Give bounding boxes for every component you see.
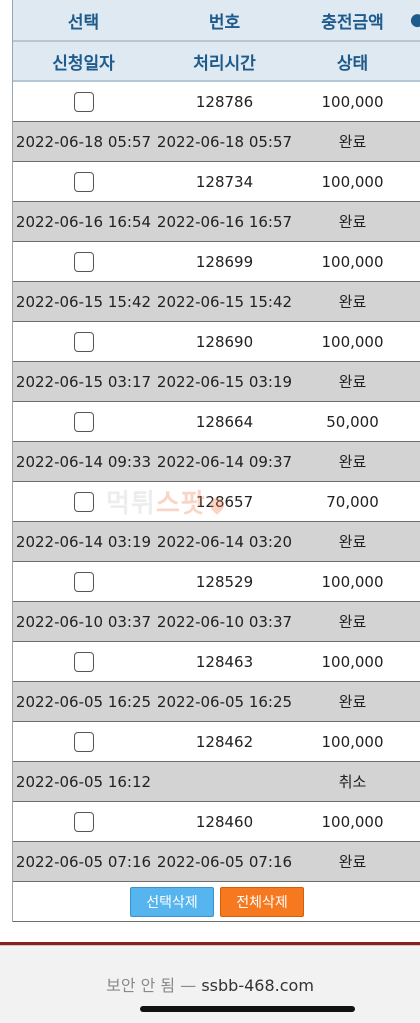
row-select-checkbox[interactable]: [73, 811, 94, 832]
col-header-request-date: 신청일자: [52, 53, 115, 74]
row-select-checkbox[interactable]: [73, 571, 94, 592]
cell-request-date: 2022-06-18 05:57: [15, 132, 152, 151]
table-row: 128460 100,000: [13, 802, 420, 842]
cell-request-date: 2022-06-05 16:25: [15, 692, 152, 711]
cell-request-date: 2022-06-16 16:54: [15, 212, 152, 231]
table-body: 128786 100,000 2022-06-18 05:57 2022-06-18 …: [13, 82, 420, 882]
col-header-status: 상태: [336, 53, 369, 74]
table-row: 128786 100,000: [13, 82, 420, 122]
browser-address-bar[interactable]: 보안 안 됨 — ssbb-468.com: [0, 945, 420, 1023]
cell-number: 128529: [195, 572, 254, 591]
cell-processed-time: 2022-06-05 07:16: [156, 852, 293, 871]
cell-amount: 100,000: [321, 732, 384, 751]
table-row: 128657 70,000: [13, 482, 420, 522]
charge-history-table: 선택 번호 충전금액 ● 신청일자 처리시간 상태 128786 100,000 2…: [12, 0, 420, 922]
cell-processed-time: 2022-06-10 03:37: [156, 612, 293, 631]
cell-processed-time: 2022-06-05 16:25: [156, 692, 293, 711]
cell-amount: 100,000: [321, 572, 384, 591]
security-label: 보안 안 됨: [106, 976, 176, 995]
table-row-detail: 2022-06-05 16:12 취소: [13, 762, 420, 802]
cell-request-date: 2022-06-10 03:37: [15, 612, 152, 631]
cell-processed-time: 2022-06-18 05:57: [156, 132, 293, 151]
cell-status: 완료: [338, 853, 367, 871]
page-bottom-divider: [0, 942, 420, 945]
cell-number: 128734: [195, 172, 254, 191]
table-row: 128690 100,000: [13, 322, 420, 362]
cell-status: 취소: [338, 773, 367, 791]
cell-request-date: 2022-06-14 09:33: [15, 452, 152, 471]
cell-amount: 100,000: [321, 92, 384, 111]
cell-status: 완료: [338, 613, 367, 631]
table-row-detail: 2022-06-16 16:54 2022-06-16 16:57 완료: [13, 202, 420, 242]
cell-processed-time: 2022-06-14 09:37: [156, 452, 293, 471]
cell-status: 완료: [338, 533, 367, 551]
cell-request-date: 2022-06-05 07:16: [15, 852, 152, 871]
cell-processed-time: 2022-06-15 03:19: [156, 372, 293, 391]
cell-number: 128463: [195, 652, 254, 671]
cell-status: 완료: [338, 453, 367, 471]
delete-selected-button[interactable]: 선택삭제: [130, 886, 214, 917]
cell-amount: 100,000: [321, 172, 384, 191]
table-row-detail: 2022-06-15 03:17 2022-06-15 03:19 완료: [13, 362, 420, 402]
col-header-overflow: ●: [410, 10, 420, 30]
action-bar: 선택삭제 전체삭제: [13, 882, 420, 922]
cell-request-date: 2022-06-14 03:19: [15, 532, 152, 551]
table-row-detail: 2022-06-05 16:25 2022-06-05 16:25 완료: [13, 682, 420, 722]
cell-amount: 100,000: [321, 812, 384, 831]
row-select-checkbox[interactable]: [73, 91, 94, 112]
table-header-row-2: 신청일자 처리시간 상태: [13, 42, 420, 82]
col-header-processed-time: 처리시간: [193, 53, 256, 74]
col-header-select: 선택: [67, 12, 100, 33]
cell-amount: 100,000: [321, 652, 384, 671]
cell-status: 완료: [338, 133, 367, 151]
cell-status: 완료: [338, 693, 367, 711]
row-select-checkbox[interactable]: [73, 731, 94, 752]
table-row: 128699 100,000: [13, 242, 420, 282]
cell-number: 128699: [195, 252, 254, 271]
cell-amount: 100,000: [321, 252, 384, 271]
cell-processed-time: 2022-06-14 03:20: [156, 532, 293, 551]
cell-number: 128460: [195, 812, 254, 831]
row-select-checkbox[interactable]: [73, 251, 94, 272]
table-row: 128664 50,000: [13, 402, 420, 442]
table-row-detail: 2022-06-10 03:37 2022-06-10 03:37 완료: [13, 602, 420, 642]
cell-request-date: 2022-06-15 03:17: [15, 372, 152, 391]
table-row-detail: 2022-06-18 05:57 2022-06-18 05:57 완료: [13, 122, 420, 162]
cell-number: 128462: [195, 732, 254, 751]
col-header-amount: 충전금액: [321, 12, 384, 33]
row-select-checkbox[interactable]: [73, 411, 94, 432]
row-select-checkbox[interactable]: [73, 491, 94, 512]
cell-number: 128690: [195, 332, 254, 351]
cell-status: 완료: [338, 213, 367, 231]
home-indicator[interactable]: [140, 1006, 355, 1012]
table-header-row-1: 선택 번호 충전금액 ●: [13, 0, 420, 42]
cell-status: 완료: [338, 373, 367, 391]
cell-number: 128786: [195, 92, 254, 111]
cell-amount: 100,000: [321, 332, 384, 351]
cell-request-date: 2022-06-05 16:12: [15, 772, 152, 791]
cell-amount: 70,000: [326, 492, 379, 511]
table-row-detail: 2022-06-15 15:42 2022-06-15 15:42 완료: [13, 282, 420, 322]
cell-processed-time: 2022-06-16 16:57: [156, 212, 293, 231]
table-row-detail: 2022-06-05 07:16 2022-06-05 07:16 완료: [13, 842, 420, 882]
table-row: 128734 100,000: [13, 162, 420, 202]
table-row: 128529 100,000: [13, 562, 420, 602]
cell-processed-time: 2022-06-15 15:42: [156, 292, 293, 311]
table-row: 128462 100,000: [13, 722, 420, 762]
cell-request-date: 2022-06-15 15:42: [15, 292, 152, 311]
col-header-number: 번호: [208, 12, 241, 33]
table-row-detail: 2022-06-14 09:33 2022-06-14 09:37 완료: [13, 442, 420, 482]
url-text: ssbb-468.com: [201, 976, 314, 995]
url-display[interactable]: 보안 안 됨 — ssbb-468.com: [106, 976, 314, 995]
row-select-checkbox[interactable]: [73, 651, 94, 672]
table-row-detail: 2022-06-14 03:19 2022-06-14 03:20 완료: [13, 522, 420, 562]
cell-amount: 50,000: [326, 412, 379, 431]
cell-number: 128657: [195, 492, 254, 511]
row-select-checkbox[interactable]: [73, 171, 94, 192]
cell-number: 128664: [195, 412, 254, 431]
cell-status: 완료: [338, 293, 367, 311]
row-select-checkbox[interactable]: [73, 331, 94, 352]
delete-all-button[interactable]: 전체삭제: [220, 886, 304, 917]
table-row: 128463 100,000: [13, 642, 420, 682]
